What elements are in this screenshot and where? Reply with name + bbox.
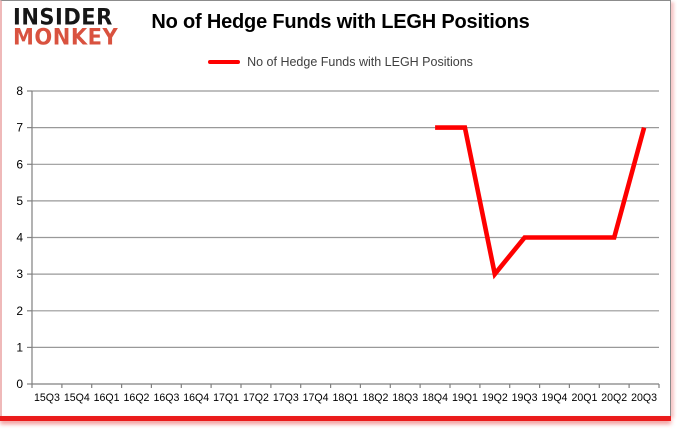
insider-monkey-logo: INSIDER MONKEY <box>13 4 119 50</box>
y-tick-label: 7 <box>16 121 23 135</box>
y-tick-label: 5 <box>16 194 23 208</box>
x-tick-label: 18Q1 <box>333 392 359 404</box>
x-tick-label: 17Q3 <box>273 392 299 404</box>
legend: No of Hedge Funds with LEGH Positions <box>2 55 677 69</box>
y-tick-label: 6 <box>16 157 23 171</box>
x-tick-label: 17Q1 <box>213 392 239 404</box>
y-tick-label: 0 <box>16 377 23 391</box>
bottom-red-accent-bar <box>0 416 671 421</box>
x-tick-label: 18Q4 <box>422 392 448 404</box>
x-tick-label: 15Q3 <box>34 392 60 404</box>
x-tick-label: 19Q3 <box>512 392 538 404</box>
chart-plot-area: 0 1 2 3 4 5 6 7 8 15Q3 15Q4 16Q1 16Q2 16Q3 16Q4 17Q1 17Q… <box>16 84 660 404</box>
x-tick-label: 16Q4 <box>183 392 209 404</box>
x-tick-label: 16Q2 <box>124 392 150 404</box>
y-tick-label: 1 <box>16 340 23 354</box>
x-tick-label: 16Q1 <box>94 392 120 404</box>
logo-text-insider: INSIDER <box>13 4 113 30</box>
x-tick-label: 16Q3 <box>153 392 179 404</box>
x-tick-label: 18Q2 <box>362 392 388 404</box>
legend-line-swatch <box>208 60 241 64</box>
legend-label: No of Hedge Funds with LEGH Positions <box>247 55 473 69</box>
y-tick-label: 3 <box>16 267 23 281</box>
x-tick-label: 17Q4 <box>303 392 329 404</box>
y-tick-label: 8 <box>16 84 23 98</box>
x-tick-label: 20Q1 <box>571 392 597 404</box>
x-tick-label: 19Q1 <box>452 392 478 404</box>
chart-card: INSIDER MONKEY No of Hedge Funds with LE… <box>0 0 671 416</box>
chart-title: No of Hedge Funds with LEGH Positions <box>151 11 530 33</box>
x-tick-label: 20Q3 <box>631 392 657 404</box>
x-tick-label: 17Q2 <box>243 392 269 404</box>
logo-text-monkey: MONKEY <box>13 24 119 50</box>
x-tick-label: 19Q2 <box>482 392 508 404</box>
x-tick-label: 19Q4 <box>542 392 568 404</box>
series-line <box>435 125 647 280</box>
y-tick-label: 4 <box>16 231 23 245</box>
x-tick-label: 15Q4 <box>64 392 90 404</box>
x-tick-label: 18Q3 <box>392 392 418 404</box>
y-tick-label: 2 <box>16 304 23 318</box>
x-tick-label: 20Q2 <box>601 392 627 404</box>
